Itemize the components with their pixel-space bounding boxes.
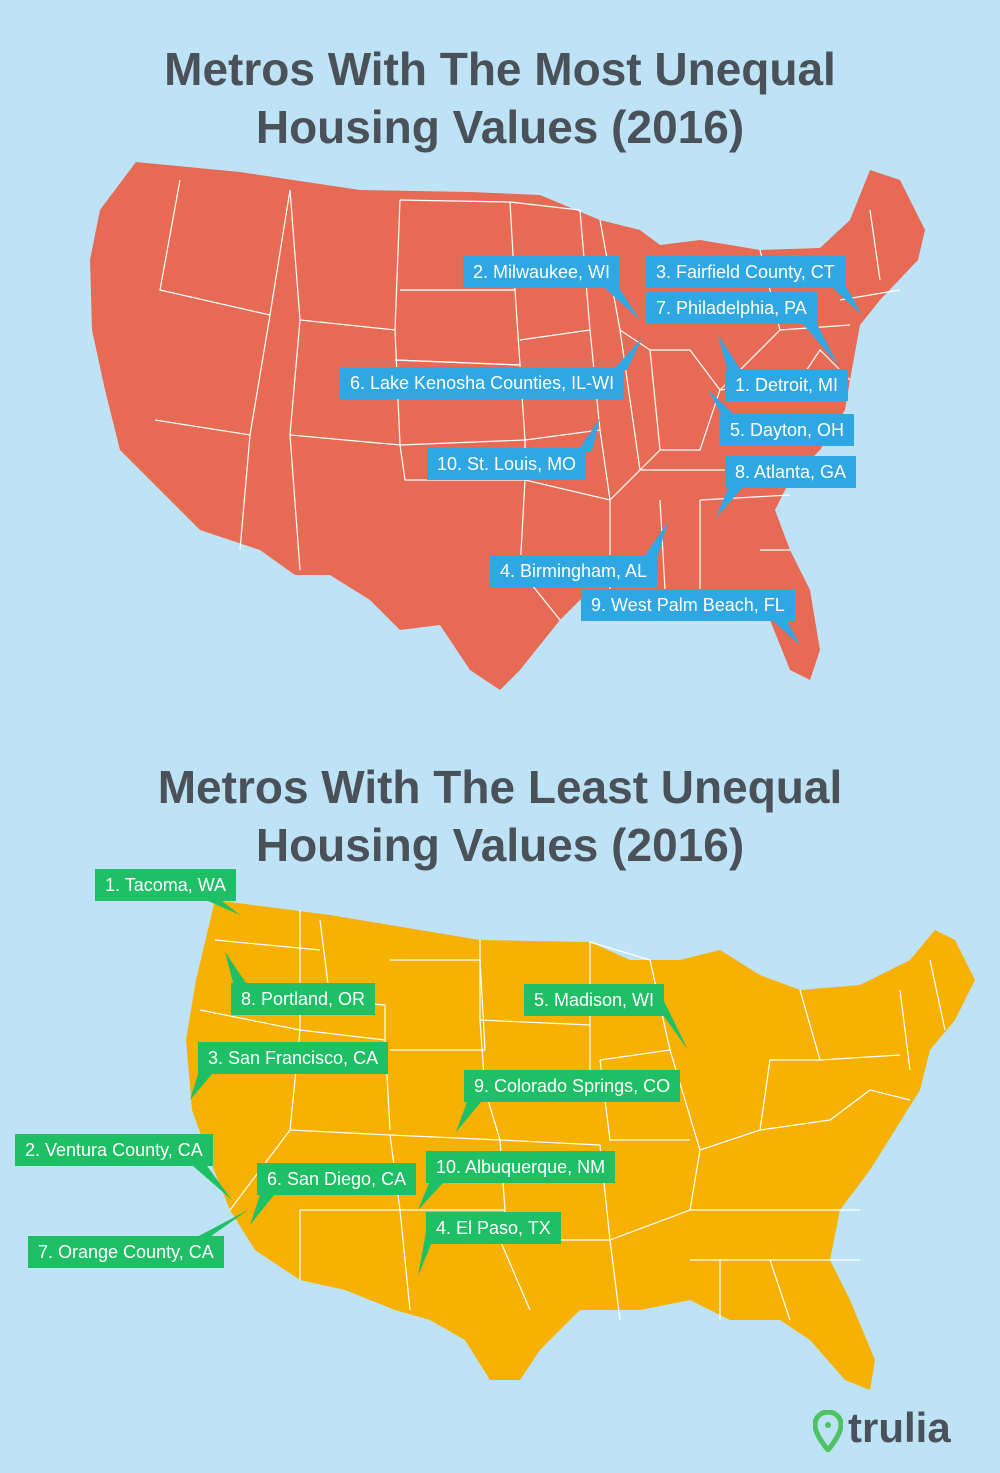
metro-label-1: 1. Tacoma, WA xyxy=(95,869,237,901)
metro-label-3: 3. San Francisco, CA xyxy=(198,1042,389,1074)
label-pointer-10 xyxy=(578,418,600,451)
label-pointer-8 xyxy=(716,488,742,518)
label-pointer-1 xyxy=(208,901,240,915)
metro-label-8: 8. Atlanta, GA xyxy=(725,456,857,488)
metro-label-5: 5. Dayton, OH xyxy=(720,414,855,446)
most-unequal-title-line2: Housing Values (2016) xyxy=(255,101,745,153)
metro-label-9: 9. Colorado Springs, CO xyxy=(464,1070,681,1102)
metro-label-3: 3. Fairfield County, CT xyxy=(646,256,845,288)
metro-label-2: 2. Milwaukee, WI xyxy=(463,256,621,288)
label-pointer-7 xyxy=(803,324,838,365)
least-unequal-title: Metros With The Least Unequal Housing Va… xyxy=(0,758,1000,874)
metro-label-2: 2. Ventura County, CA xyxy=(15,1134,213,1166)
label-pointer-6 xyxy=(613,338,642,370)
label-pointer-3 xyxy=(833,288,862,315)
label-pointer-1 xyxy=(718,335,742,372)
label-pointers-top xyxy=(578,288,862,645)
label-pointer-6 xyxy=(250,1195,274,1225)
label-pointer-7 xyxy=(193,1210,248,1239)
label-pointer-9 xyxy=(456,1102,481,1132)
metro-label-7: 7. Philadelphia, PA xyxy=(646,292,817,324)
least-unequal-title-line2: Housing Values (2016) xyxy=(255,819,745,871)
label-pointer-2 xyxy=(193,1166,232,1200)
metro-label-5: 5. Madison, WI xyxy=(524,984,665,1016)
label-pointer-4 xyxy=(643,522,668,558)
metro-label-7: 7. Orange County, CA xyxy=(28,1236,224,1268)
label-pointer-3 xyxy=(190,1074,212,1100)
most-unequal-title: Metros With The Most Unequal Housing Val… xyxy=(0,40,1000,156)
label-pointer-9 xyxy=(773,621,800,645)
metro-label-10: 10. St. Louis, MO xyxy=(427,448,587,480)
least-unequal-title-line1: Metros With The Least Unequal xyxy=(157,761,843,813)
metro-label-6: 6. Lake Kenosha Counties, IL-WI xyxy=(340,367,625,399)
metro-label-4: 4. Birmingham, AL xyxy=(490,555,658,587)
metro-label-8: 8. Portland, OR xyxy=(231,983,376,1015)
metro-label-4: 4. El Paso, TX xyxy=(426,1212,561,1244)
state-borders-top xyxy=(154,179,901,621)
most-unequal-title-line1: Metros With The Most Unequal xyxy=(164,43,836,95)
label-pointer-8 xyxy=(225,952,248,986)
trulia-logo-text: trulia xyxy=(848,1404,951,1451)
metro-label-9: 9. West Palm Beach, FL xyxy=(581,589,795,621)
map-pin-icon xyxy=(813,1410,843,1452)
trulia-logo[interactable]: trulia xyxy=(848,1404,951,1452)
label-pointer-5 xyxy=(708,390,737,417)
label-pointer-10 xyxy=(418,1183,443,1210)
label-pointer-2 xyxy=(605,288,640,320)
metro-label-6: 6. San Diego, CA xyxy=(257,1163,417,1195)
metro-label-10: 10. Albuquerque, NM xyxy=(426,1151,616,1183)
metro-label-1: 1. Detroit, MI xyxy=(725,369,849,401)
us-map-shape-bottom xyxy=(186,900,975,1390)
